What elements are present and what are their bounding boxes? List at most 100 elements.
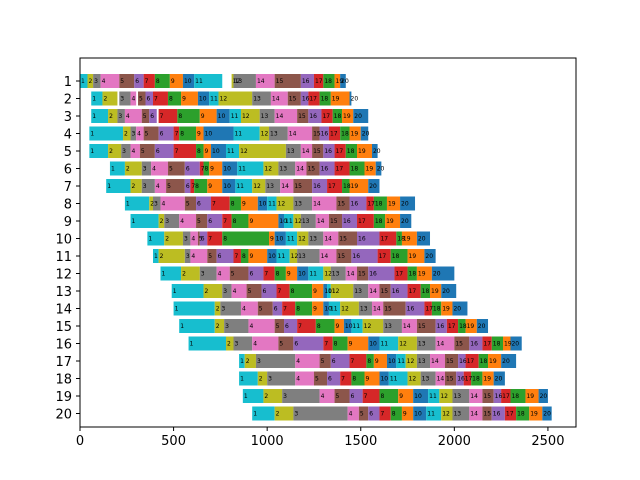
bar-segment-row-3-job-10 [216,109,230,123]
bar-segment-label: 5 [141,148,145,155]
bar-segment-row-3-job-19 [342,109,354,123]
bar-segment-row-17-job-5 [319,354,331,368]
bar-segment-row-11-job-15 [336,249,352,263]
bar-segment-label: 15 [446,358,454,365]
bar-segment-label: 9 [197,131,201,138]
bar-segment-label: 19 [483,376,491,383]
bar-segment-label: 4 [132,96,136,103]
bar-segment-row-14-job-18 [431,301,442,316]
bar-segment-row-2-job-20 [349,91,352,106]
bar-segment-row-11-job-6 [216,249,234,263]
bar-segment-row-14-job-2 [214,301,221,316]
bar-segment-row-7-job-7 [190,179,195,193]
bar-segment-row-19-job-6 [349,389,363,403]
bar-segment-row-19-job-13 [452,389,470,403]
bar-segment-label: 20 [502,358,510,365]
bar-segment-row-4-job-20 [360,126,369,141]
x-tick-label: 1500 [344,434,377,449]
bar-segment-row-14-job-9 [312,301,324,316]
bar-segment-row-9-job-7 [222,214,232,228]
bar-segment-row-20-job-7 [379,406,391,421]
bar-segment-label: 15 [455,341,463,348]
bar-segment-label: 6 [218,253,222,260]
bar-segment-row-18-job-14 [435,371,445,386]
bar-segment-row-3-job-13 [259,109,275,123]
bar-segment-label: 1 [180,323,184,330]
bar-segment-row-20-job-11 [426,406,442,421]
bar-segment-row-6-job-2 [124,161,142,176]
bar-segment-label: 16 [495,393,503,400]
bar-segment-row-5-job-7 [173,144,197,158]
bar-segment-row-5-job-10 [211,144,226,158]
bar-segment-row-1-job-6 [134,74,144,88]
bar-segment-row-2-job-17 [308,91,320,106]
bar-segment-label: 17 [502,393,510,400]
bar-segment-row-17-job-11 [396,354,406,368]
bar-segment-label: 15 [483,393,491,400]
bar-segment-row-18-job-2 [257,371,268,386]
bar-segment-label: 19 [332,96,340,103]
bar-segment-row-1-job-9 [169,74,183,88]
bar-segment-label: 4 [132,148,136,155]
bar-segment-label: 1 [161,271,165,278]
bar-segment-label: 3 [257,358,261,365]
bar-segment-row-17-job-3 [255,354,296,368]
bar-segment-label: 6 [150,113,154,120]
bar-segment-row-19-job-17 [501,389,511,403]
bar-segment-row-7-job-12 [252,179,266,193]
bar-segment-label: 9 [403,411,407,418]
bar-segment-row-8-job-7 [211,196,230,211]
bar-segment-row-14-job-16 [405,301,425,316]
bar-segment-row-15-job-4 [248,319,275,333]
bar-segment-row-18-job-18 [471,371,483,386]
bar-segment-label: 8 [233,218,237,225]
bar-segment-row-5-job-18 [345,144,358,158]
bar-segment-row-5-job-17 [334,144,346,158]
bar-segment-label: 18 [517,411,525,418]
bar-segment-row-13-job-20 [441,284,457,298]
bar-segment-label: 18 [324,78,332,85]
y-tick-label: 1 [64,75,72,90]
bar-segment-row-8-job-16 [349,196,367,211]
bar-segment-label: 10 [276,236,284,243]
bar-segment-label: 16 [313,183,321,190]
bar-segment-row-5-job-9 [203,144,212,158]
bar-segment-label: 16 [321,166,329,173]
bar-segment-row-11-job-19 [407,249,425,263]
bar-segment-row-15-job-20 [476,319,489,333]
bar-segment-label: 3 [234,341,238,348]
bar-segment-row-5-job-16 [323,144,335,158]
bar-segment-row-7-job-3 [141,179,155,193]
bar-segment-label: 10 [279,218,287,225]
bar-segment-row-17-job-7 [349,354,367,368]
bar-segment-label: 10 [223,166,231,173]
bar-segment-label: 9 [270,236,274,243]
bar-segment-label: 18 [351,166,359,173]
bar-segment-label: 1 [190,341,194,348]
y-tick-label: 7 [64,180,72,195]
bar-segment-row-10-job-15 [338,231,358,246]
bar-segment-row-19-job-10 [413,389,429,403]
bar-segment-label: 6 [201,236,205,243]
bar-segment-row-13-job-18 [420,284,431,298]
bar-segment-label: 14 [470,393,478,400]
bar-segment-row-13-job-8 [289,284,313,298]
bar-segment-row-12-job-17 [394,266,408,281]
bar-segment-label: 5 [120,78,124,85]
bar-segment-row-3-job-8 [177,109,200,123]
bar-segment-label: 14 [317,218,325,225]
bar-segment-label: 13 [270,131,278,138]
bar-segment-row-9-job-20 [400,214,412,228]
bar-segment-row-19-job-8 [379,389,399,403]
bar-segment-label: 14 [289,131,297,138]
bar-segment-label: 16 [324,148,332,155]
bar-segment-row-15-job-1 [179,319,215,333]
bar-segment-row-17-job-15 [444,354,459,368]
bar-segment-label: 2 [246,358,250,365]
bar-segment-label: 11 [309,271,317,278]
bar-segment-label: 2 [227,341,231,348]
bar-segment-label: 19 [504,341,512,348]
bar-segment-label: 19 [431,288,439,295]
bar-segment-label: 16 [321,131,329,138]
bar-segment-label: 12 [242,113,250,120]
